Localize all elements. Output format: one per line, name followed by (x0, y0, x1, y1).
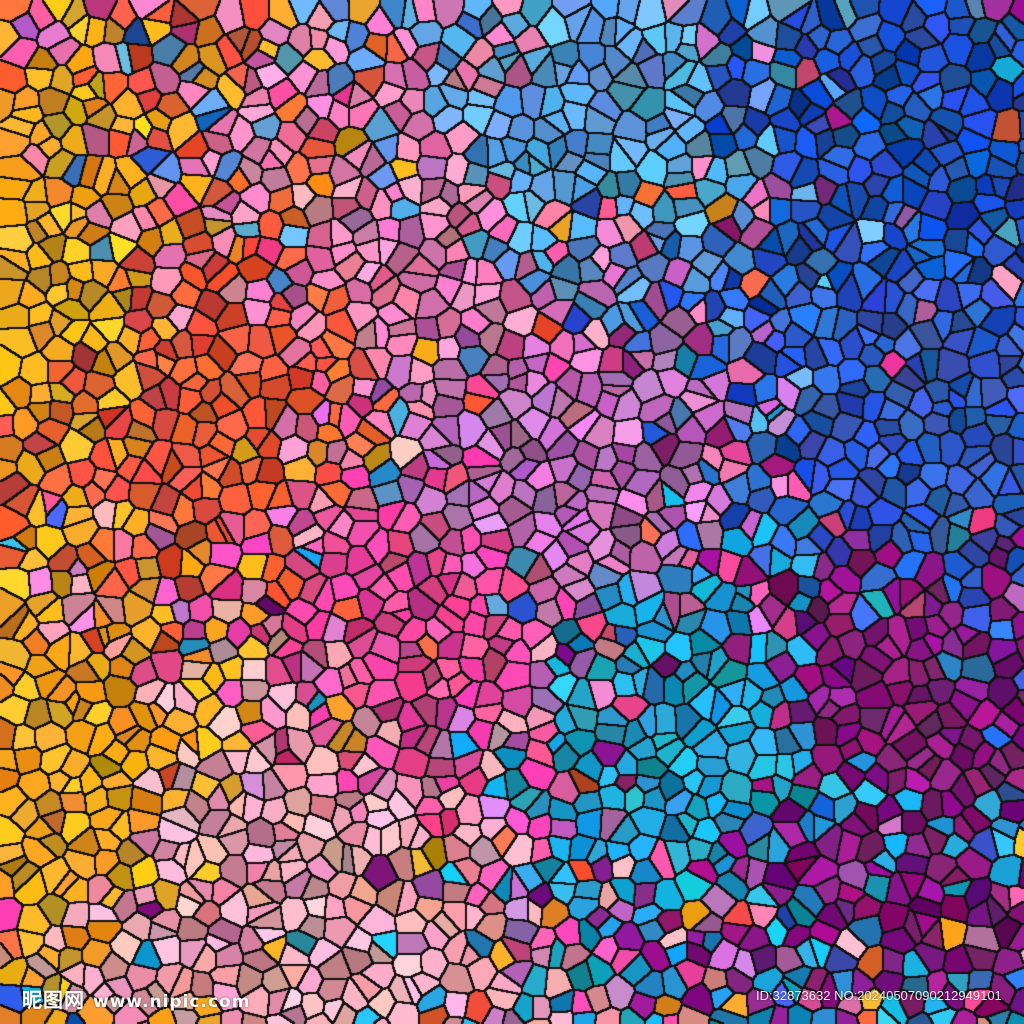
watermark-brand: 昵图网 (22, 988, 85, 1012)
watermark-logo: 昵图网 www.nipic.com (22, 984, 250, 1013)
watermark-id: ID:32873632 NO:20240507090212949101 (756, 988, 1002, 1003)
watermark-url: www.nipic.com (93, 992, 251, 1012)
